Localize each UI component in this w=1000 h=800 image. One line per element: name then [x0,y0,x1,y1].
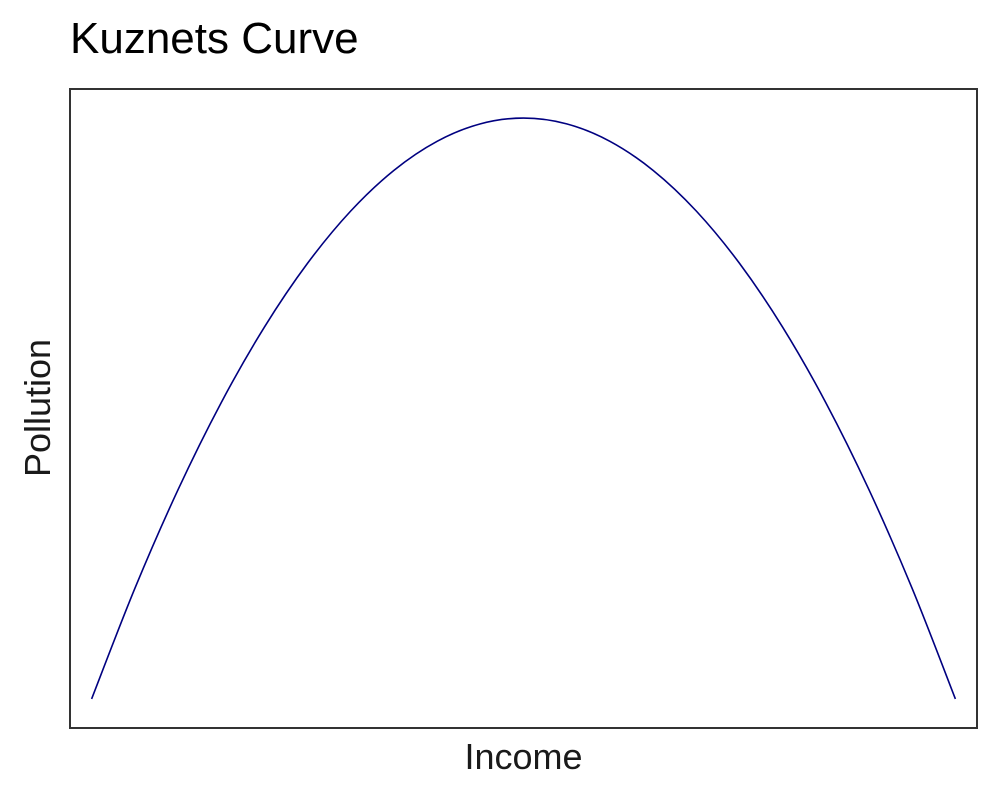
x-axis-label: Income [464,736,583,777]
y-axis-label: Pollution [17,338,58,478]
series-line [90,117,957,700]
panel-border [69,88,978,729]
chart-title: Kuznets Curve [70,14,359,63]
